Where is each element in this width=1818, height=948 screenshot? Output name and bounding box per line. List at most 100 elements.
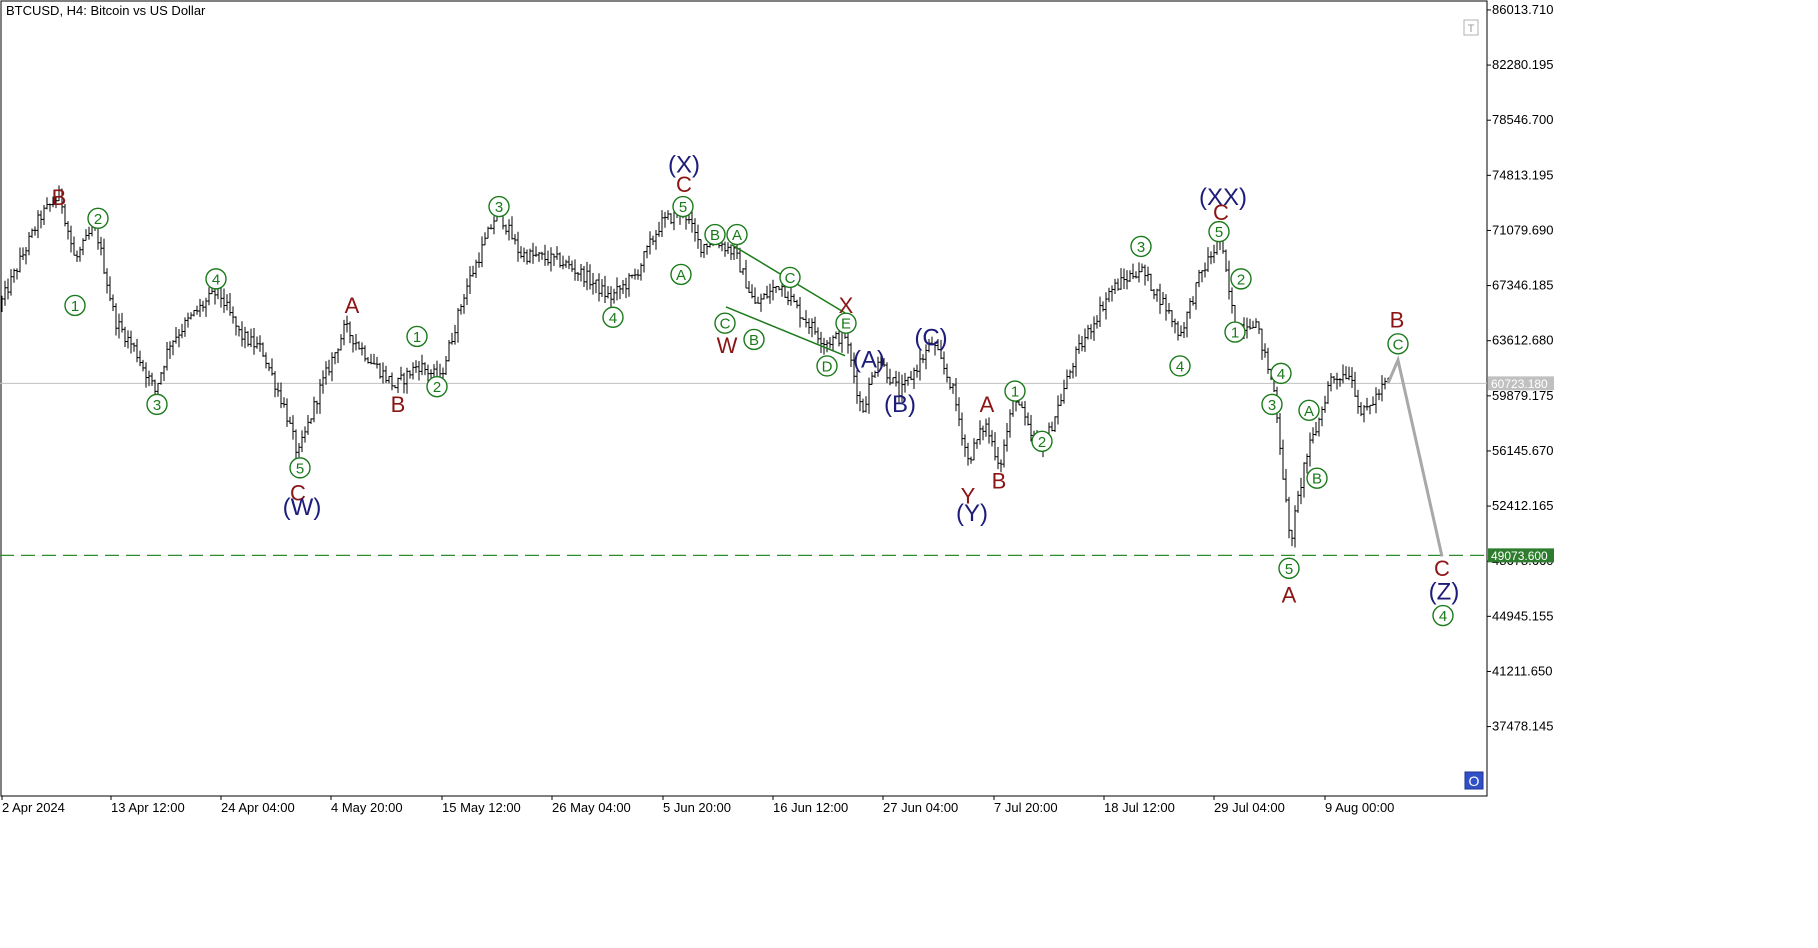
price-bar [1134, 271, 1138, 279]
price-bar [969, 456, 973, 464]
wave-label-text: B [992, 469, 1007, 494]
price-bar [726, 242, 730, 254]
wave-label: 4 [1432, 604, 1454, 627]
wave-label-text: C [1213, 200, 1229, 225]
time-tick-label: 26 May 04:00 [552, 800, 631, 815]
price-bar [837, 328, 841, 347]
price-bar [1314, 422, 1318, 436]
price-bar [234, 316, 238, 336]
price-bar [222, 288, 226, 313]
time-tick-label: 9 Aug 00:00 [1325, 800, 1394, 815]
wave-label-text: 5 [296, 460, 304, 477]
price-bar [306, 414, 310, 435]
price-bar [741, 268, 745, 275]
price-bar [243, 326, 247, 349]
price-bar [450, 332, 454, 345]
price-bar [1284, 469, 1288, 503]
price-bar [888, 368, 892, 386]
wave-label: 1 [64, 294, 86, 317]
price-bar [180, 323, 184, 339]
price-bar [462, 294, 466, 314]
wave-label-circle [146, 393, 168, 416]
price-bar [1209, 251, 1213, 265]
price-bar [99, 236, 103, 256]
price-bar [1248, 318, 1252, 330]
price-bar [903, 372, 907, 393]
wave-label-text: C [720, 316, 731, 333]
wave-label-text: 4 [1277, 366, 1285, 383]
price-bar [942, 351, 946, 375]
price-bar [1152, 289, 1156, 300]
chart-trading-icon[interactable]: T [1463, 19, 1479, 36]
wave-label: 4 [602, 306, 624, 328]
price-bar [48, 203, 52, 212]
wave-label: 5 [1208, 220, 1230, 243]
price-bar [909, 371, 913, 381]
price-bar [384, 365, 388, 383]
price-bar [990, 430, 994, 447]
price-bar [471, 265, 475, 277]
price-bar [1167, 302, 1171, 314]
price-bar [369, 353, 373, 365]
triangle-trendline [725, 306, 846, 357]
price-bar [858, 391, 862, 412]
price-bar [126, 330, 130, 349]
price-bar [81, 238, 85, 256]
wave-label-text: (X) [668, 152, 700, 179]
price-bar [615, 277, 619, 301]
wave-label: C [1434, 556, 1450, 581]
price-bar [873, 370, 877, 378]
time-tick-label: 15 May 12:00 [442, 800, 521, 815]
price-bar [1068, 369, 1072, 379]
price-bar [183, 317, 187, 337]
one-click-glyph: O [1469, 773, 1480, 789]
price-bar [852, 352, 856, 384]
price-bar [363, 345, 367, 362]
price-bar [459, 304, 463, 315]
price-bar [960, 412, 964, 446]
price-bar [165, 342, 169, 371]
wave-label: A [1282, 582, 1297, 607]
price-bar [780, 284, 784, 297]
price-bar [237, 325, 241, 337]
price-bar [951, 383, 955, 394]
price-bar [540, 251, 544, 260]
price-bar [933, 341, 937, 356]
price-bar [240, 321, 244, 347]
price-bar [1332, 376, 1336, 384]
price-bar [825, 340, 829, 353]
wave-label: A [980, 392, 995, 417]
price-bar [972, 438, 976, 461]
price-bar [1062, 379, 1066, 404]
price-bar [309, 418, 313, 425]
wave-label-text: Y [961, 483, 976, 508]
price-bar [144, 362, 148, 388]
price-bar [984, 418, 988, 437]
price-bar [1200, 270, 1204, 283]
one-click-icon[interactable]: O [1464, 771, 1484, 790]
price-bar [393, 385, 397, 389]
price-bar [810, 318, 814, 338]
price-bar [291, 415, 295, 440]
price-bar [1341, 364, 1345, 384]
price-bar [84, 229, 88, 241]
price-bar [1338, 378, 1342, 387]
price-bar [324, 361, 328, 385]
wave-label: B [992, 469, 1007, 494]
price-tick-label: 78546.700 [1492, 112, 1553, 127]
price-bar [261, 342, 265, 357]
wave-label-text: 5 [1215, 224, 1223, 241]
price-bar [753, 287, 757, 305]
wave-label-text: A [1304, 403, 1314, 420]
wave-label-circle [1387, 333, 1409, 355]
price-bar [315, 400, 319, 414]
price-bar [525, 249, 529, 265]
price-bar [636, 269, 640, 280]
price-bar [168, 341, 172, 359]
price-bar [339, 334, 343, 351]
price-bar [492, 216, 496, 235]
price-bar [327, 359, 331, 376]
price-bar [738, 247, 742, 273]
price-bar [483, 232, 487, 246]
price-bar [1113, 278, 1117, 294]
